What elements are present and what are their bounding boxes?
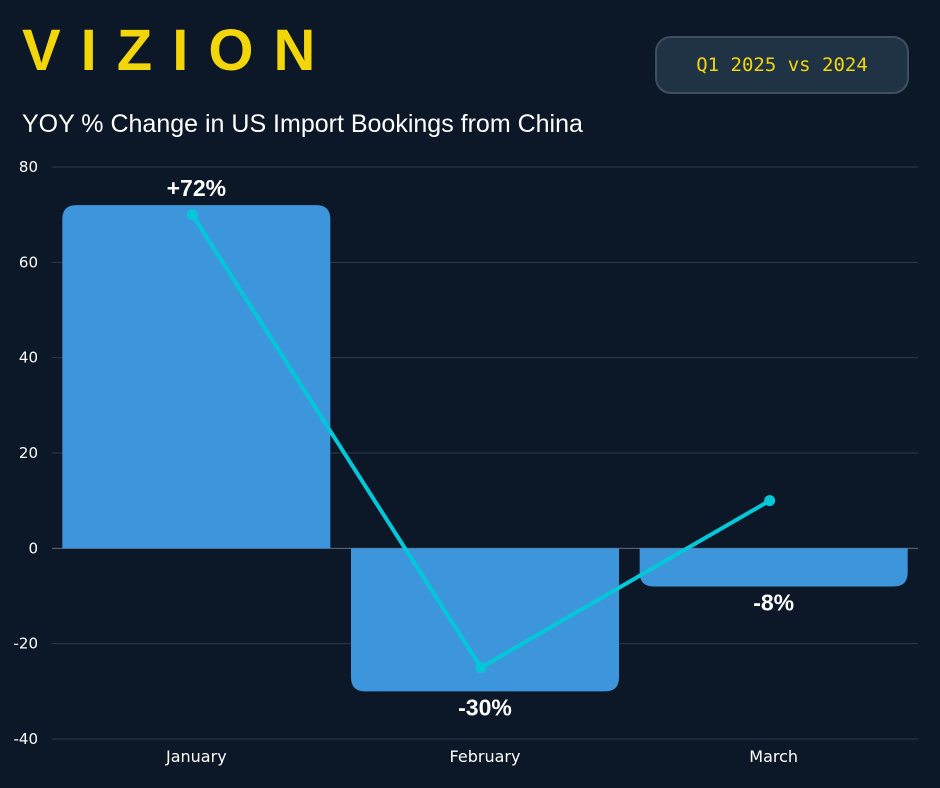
y-tick-label: 60 — [19, 253, 38, 271]
x-tick-label: January — [165, 747, 227, 766]
trend-line — [186, 209, 776, 673]
bar — [639, 548, 908, 587]
y-tick-label: 20 — [19, 444, 38, 462]
data-label: +72% — [167, 175, 226, 201]
data-labels: +72% -30% -8% — [167, 175, 795, 720]
y-tick-label: 0 — [28, 539, 38, 557]
y-tick-label: 80 — [19, 158, 38, 176]
period-badge: Q1 2025 vs 2024 — [655, 36, 909, 94]
x-tick-label: March — [749, 747, 798, 766]
y-tick-label: 40 — [19, 349, 38, 367]
chart-title: YOY % Change in US Import Bookings from … — [22, 110, 583, 138]
trend-point — [764, 495, 776, 507]
vizion-logo: VIZION — [22, 18, 336, 83]
bar — [62, 205, 331, 549]
y-tick-label: -40 — [14, 730, 39, 748]
x-axis: January February March — [165, 747, 798, 766]
bars — [62, 205, 908, 692]
y-axis: 80 60 40 20 0 -20 -40 — [14, 158, 39, 748]
y-tick-label: -20 — [14, 635, 39, 653]
trend-point — [186, 209, 198, 221]
data-label: -30% — [458, 694, 512, 720]
trend-point — [475, 662, 487, 673]
x-tick-label: February — [450, 747, 521, 766]
bar — [351, 548, 619, 692]
data-label: -8% — [753, 589, 794, 615]
